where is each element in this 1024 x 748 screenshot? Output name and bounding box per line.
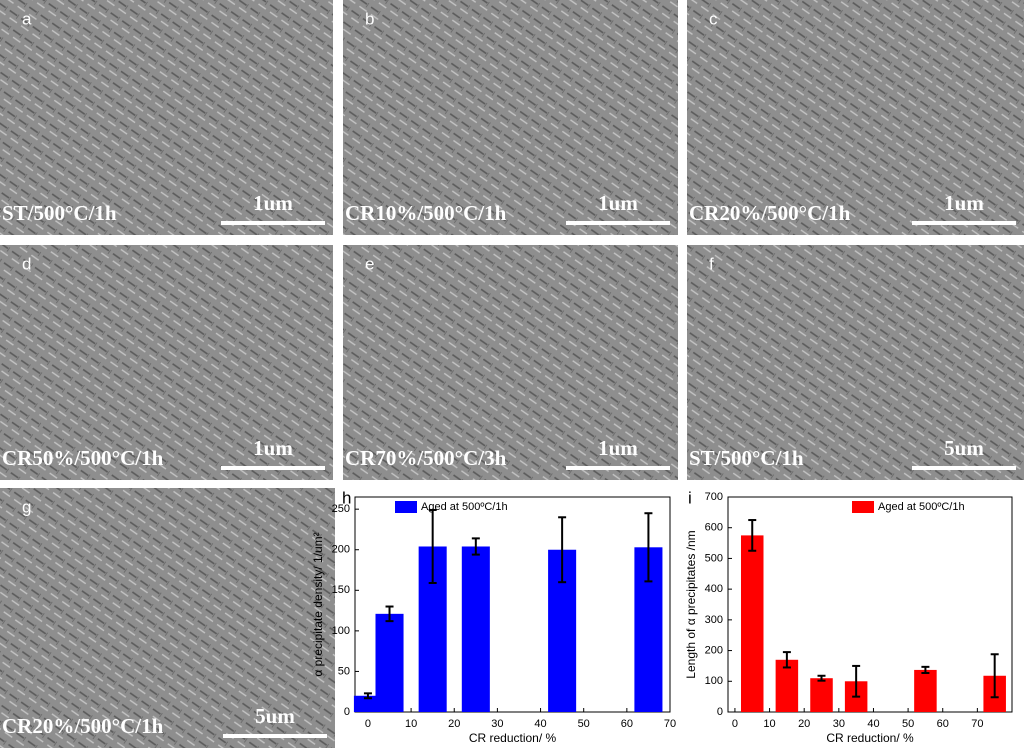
plot-area (727, 496, 1013, 713)
legend-label: Aged at 500ºC/1h (878, 501, 965, 513)
bar (775, 659, 799, 712)
error-bar (385, 605, 394, 623)
x-tick-label: 30 (833, 718, 845, 730)
panel-letter: b (365, 9, 374, 28)
panel-caption: CR70%/500°C/3h (345, 446, 507, 470)
y-tick-label: 600 (705, 522, 723, 534)
chart-letter: h (342, 488, 351, 507)
panel-caption: CR20%/500°C/1h (689, 201, 851, 225)
error-bar (817, 674, 826, 682)
panel-letter: e (365, 254, 374, 273)
error-bar (428, 508, 437, 584)
x-tick-label: 20 (798, 718, 810, 730)
panel-letter: c (709, 9, 718, 28)
legend-label: Aged at 500ºC/1h (421, 501, 508, 513)
bar (810, 678, 833, 712)
x-tick-label: 60 (937, 718, 949, 730)
x-tick-label: 50 (578, 718, 590, 730)
scale-label: 1um (253, 191, 293, 215)
scale-label: 1um (944, 191, 984, 215)
y-tick-label: 300 (705, 614, 723, 626)
bar (914, 669, 937, 712)
panel-letter: a (22, 9, 32, 28)
x-tick-label: 50 (902, 718, 914, 730)
x-tick-label: 40 (534, 718, 546, 730)
panel-letter: d (22, 254, 31, 273)
x-axis-label: CR reduction/ % (469, 731, 557, 745)
error-bar (782, 651, 791, 669)
y-axis-label: α precipitate density/ 1/um² (311, 532, 325, 676)
error-bar (852, 664, 861, 698)
error-bar (990, 653, 999, 699)
y-axis-label: Length of α precipitates /nm (684, 530, 698, 678)
x-tick-label: 60 (621, 718, 633, 730)
y-tick-label: 100 (332, 625, 350, 637)
x-tick-label: 40 (867, 718, 879, 730)
scale-label: 5um (944, 436, 984, 460)
y-tick-label: 250 (332, 503, 350, 515)
error-bar (748, 519, 757, 552)
panel-caption: ST/500°C/1h (689, 446, 804, 470)
panel-caption: CR10%/500°C/1h (345, 201, 507, 225)
bar (461, 546, 490, 712)
x-tick-label: 20 (448, 718, 460, 730)
x-tick-label: 0 (732, 718, 738, 730)
scale-label: 1um (598, 191, 638, 215)
y-tick-label: 0 (717, 706, 723, 718)
y-tick-label: 50 (338, 665, 350, 677)
y-tick-label: 500 (705, 552, 723, 564)
error-bar (558, 516, 567, 584)
y-tick-label: 100 (705, 675, 723, 687)
bar (353, 695, 382, 712)
scale-label: 1um (598, 436, 638, 460)
y-tick-label: 0 (344, 706, 350, 718)
panel-caption: CR50%/500°C/1h (2, 446, 164, 470)
error-bar (921, 665, 930, 674)
micrograph (0, 0, 333, 235)
error-bar (644, 512, 653, 583)
legend-swatch (395, 501, 417, 513)
x-tick-label: 0 (365, 718, 371, 730)
x-tick-label: 30 (491, 718, 503, 730)
bar (375, 613, 404, 712)
scale-label: 1um (253, 436, 293, 460)
y-tick-label: 700 (705, 491, 723, 503)
micrograph (343, 0, 678, 235)
panel-caption: ST/500°C/1h (2, 201, 117, 225)
panel-caption: CR20%/500°C/1h (2, 714, 164, 738)
panel-letter: f (709, 254, 714, 273)
y-tick-label: 150 (332, 584, 350, 596)
x-tick-label: 10 (405, 718, 417, 730)
error-bar (471, 537, 480, 556)
x-tick-label: 70 (664, 718, 676, 730)
x-axis-label: CR reduction/ % (826, 731, 914, 745)
x-tick-label: 10 (763, 718, 775, 730)
micrograph (687, 0, 1024, 235)
micrograph (687, 245, 1024, 480)
x-tick-label: 70 (971, 718, 983, 730)
chart-letter: i (688, 488, 692, 507)
error-bar (363, 692, 372, 700)
y-tick-label: 200 (332, 544, 350, 556)
micrograph (343, 245, 678, 480)
micrograph (0, 488, 335, 748)
legend-swatch (852, 501, 874, 513)
plot-area (354, 496, 671, 713)
y-tick-label: 400 (705, 583, 723, 595)
panel-letter: g (22, 497, 31, 516)
y-tick-label: 200 (705, 644, 723, 656)
scale-label: 5um (255, 704, 295, 728)
micrograph (0, 245, 333, 480)
bar (740, 535, 764, 712)
